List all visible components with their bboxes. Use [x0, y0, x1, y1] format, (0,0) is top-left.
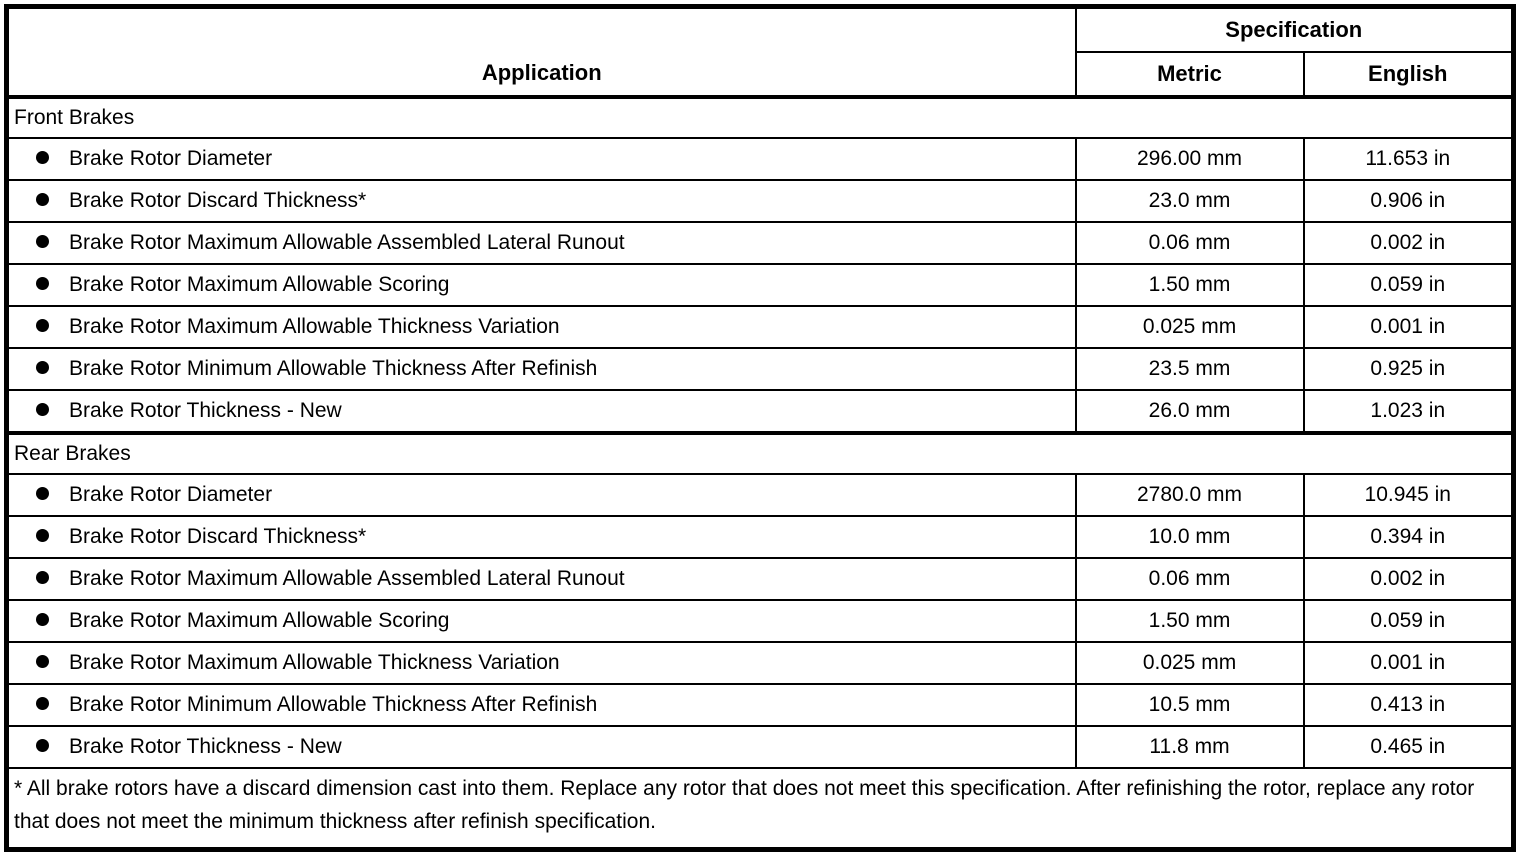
metric-value: 10.0 mm	[1074, 515, 1305, 559]
metric-value: 1.50 mm	[1074, 263, 1305, 307]
application-cell: Brake Rotor Minimum Allowable Thickness …	[5, 683, 1077, 727]
bullet-icon	[36, 487, 49, 500]
metric-column-header: Metric	[1074, 51, 1305, 99]
table-row: Brake Rotor Minimum Allowable Thickness …	[5, 683, 1515, 727]
application-cell: Brake Rotor Diameter	[5, 473, 1077, 517]
bullet-icon	[36, 151, 49, 164]
english-column-header: English	[1302, 51, 1515, 99]
table-footnote: * All brake rotors have a discard dimens…	[5, 767, 1515, 851]
english-value: 0.394 in	[1302, 515, 1515, 559]
bullet-icon	[36, 277, 49, 290]
english-value: 0.002 in	[1302, 221, 1515, 265]
application-label: Brake Rotor Thickness - New	[69, 735, 342, 758]
table-row: Brake Rotor Maximum Allowable Thickness …	[5, 305, 1515, 349]
metric-value: 11.8 mm	[1074, 725, 1305, 769]
table-row: Brake Rotor Maximum Allowable Assembled …	[5, 221, 1515, 265]
bullet-icon	[36, 529, 49, 542]
english-value: 0.925 in	[1302, 347, 1515, 391]
bullet-icon	[36, 697, 49, 710]
metric-value: 1.50 mm	[1074, 599, 1305, 643]
metric-value: 2780.0 mm	[1074, 473, 1305, 517]
application-label: Brake Rotor Diameter	[69, 483, 273, 506]
metric-value: 0.025 mm	[1074, 641, 1305, 685]
english-value: 10.945 in	[1302, 473, 1515, 517]
section-title: Front Brakes	[5, 95, 1515, 139]
application-label: Brake Rotor Thickness - New	[69, 399, 342, 422]
table-row: Brake Rotor Discard Thickness* 23.0 mm 0.9…	[5, 179, 1515, 223]
application-label: Brake Rotor Maximum Allowable Assembled …	[69, 567, 625, 590]
header-row-units: Metric English	[7, 51, 1515, 99]
application-label: Brake Rotor Discard Thickness*	[69, 189, 367, 212]
application-cell: Brake Rotor Maximum Allowable Assembled …	[5, 557, 1077, 601]
table-row: Brake Rotor Thickness - New 26.0 mm 1.023 …	[5, 389, 1515, 434]
bullet-icon	[36, 613, 49, 626]
table-row: Brake Rotor Maximum Allowable Scoring 1.5…	[5, 263, 1515, 307]
bullet-icon	[36, 193, 49, 206]
table-row: Brake Rotor Maximum Allowable Thickness …	[5, 641, 1515, 685]
bullet-icon	[36, 655, 49, 668]
english-value: 0.413 in	[1302, 683, 1515, 727]
english-value: 1.023 in	[1302, 389, 1515, 434]
metric-value: 23.5 mm	[1074, 347, 1305, 391]
english-value: 0.059 in	[1302, 599, 1515, 643]
application-cell: Brake Rotor Thickness - New	[5, 389, 1077, 434]
application-cell: Brake Rotor Maximum Allowable Assembled …	[5, 221, 1077, 265]
table-row: Brake Rotor Maximum Allowable Scoring 1.5…	[5, 599, 1515, 643]
application-cell: Brake Rotor Maximum Allowable Thickness …	[5, 305, 1077, 349]
metric-value: 10.5 mm	[1074, 683, 1305, 727]
application-label: Brake Rotor Maximum Allowable Thickness …	[69, 651, 560, 674]
specification-column-header: Specification	[1074, 5, 1515, 53]
english-value: 0.001 in	[1302, 641, 1515, 685]
application-cell: Brake Rotor Maximum Allowable Scoring	[5, 599, 1077, 643]
application-label: Brake Rotor Discard Thickness*	[69, 525, 367, 548]
footnote-row: * All brake rotors have a discard dimens…	[5, 767, 1515, 851]
application-cell: Brake Rotor Maximum Allowable Scoring	[5, 263, 1077, 307]
bullet-icon	[36, 403, 49, 416]
application-label: Brake Rotor Minimum Allowable Thickness …	[69, 357, 598, 380]
bullet-icon	[36, 319, 49, 332]
metric-value: 0.06 mm	[1074, 221, 1305, 265]
bullet-icon	[36, 739, 49, 752]
application-label: Brake Rotor Maximum Allowable Assembled …	[69, 231, 625, 254]
application-label: Brake Rotor Maximum Allowable Scoring	[69, 609, 450, 632]
application-cell: Brake Rotor Diameter	[5, 137, 1077, 181]
application-cell: Brake Rotor Discard Thickness*	[5, 179, 1077, 223]
application-label: Brake Rotor Diameter	[69, 147, 273, 170]
bullet-icon	[36, 235, 49, 248]
section-row: Rear Brakes	[5, 431, 1515, 475]
application-cell: Brake Rotor Discard Thickness*	[5, 515, 1077, 559]
english-value: 0.002 in	[1302, 557, 1515, 601]
table-row: Brake Rotor Diameter 2780.0 mm 10.945 in	[5, 473, 1515, 517]
header-row-specification: Application Specification	[5, 5, 1515, 99]
metric-value: 0.025 mm	[1074, 305, 1305, 349]
english-value: 0.059 in	[1302, 263, 1515, 307]
section-row: Front Brakes	[5, 95, 1515, 139]
english-value: 11.653 in	[1302, 137, 1515, 181]
application-label: Brake Rotor Maximum Allowable Thickness …	[69, 315, 560, 338]
table-row: Brake Rotor Maximum Allowable Assembled …	[5, 557, 1515, 601]
metric-value: 23.0 mm	[1074, 179, 1305, 223]
application-cell: Brake Rotor Minimum Allowable Thickness …	[5, 347, 1077, 391]
metric-value: 0.06 mm	[1074, 557, 1305, 601]
application-label: Brake Rotor Maximum Allowable Scoring	[69, 273, 450, 296]
table-row: Brake Rotor Diameter 296.00 mm 11.653 in	[5, 137, 1515, 181]
brake-rotor-specifications-table: Application Specification Metric English…	[4, 4, 1517, 852]
table-row: Brake Rotor Minimum Allowable Thickness …	[5, 347, 1515, 391]
metric-value: 26.0 mm	[1074, 389, 1305, 434]
table-row: Brake Rotor Thickness - New 11.8 mm 0.465 …	[5, 725, 1515, 769]
application-cell: Brake Rotor Maximum Allowable Thickness …	[5, 641, 1077, 685]
table-row: Brake Rotor Discard Thickness* 10.0 mm 0.3…	[5, 515, 1515, 559]
metric-value: 296.00 mm	[1074, 137, 1305, 181]
bullet-icon	[36, 361, 49, 374]
section-title: Rear Brakes	[5, 431, 1515, 475]
application-label: Brake Rotor Minimum Allowable Thickness …	[69, 693, 598, 716]
english-value: 0.001 in	[1302, 305, 1515, 349]
bullet-icon	[36, 571, 49, 584]
english-value: 0.465 in	[1302, 725, 1515, 769]
application-column-header: Application	[5, 5, 1077, 99]
application-cell: Brake Rotor Thickness - New	[5, 725, 1077, 769]
english-value: 0.906 in	[1302, 179, 1515, 223]
